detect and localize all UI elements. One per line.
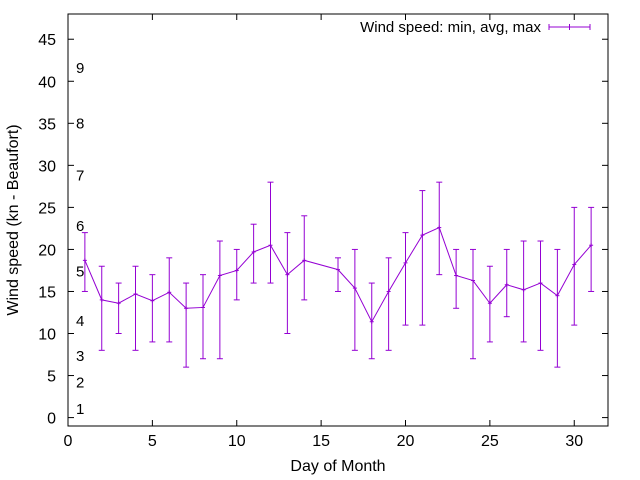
legend-key: [548, 24, 591, 30]
plot-frame: [67, 13, 609, 427]
x-tick-label: 0: [64, 433, 73, 450]
beaufort-label: 6: [76, 218, 84, 235]
x-tick-label: 5: [148, 433, 157, 450]
beaufort-label: 3: [76, 348, 84, 365]
y-tick-label: 30: [38, 158, 56, 175]
legend: Wind speed: min, avg, max: [360, 19, 591, 36]
x-axis-label: Day of Month: [290, 458, 385, 475]
y-tick-label: 25: [38, 200, 56, 217]
beaufort-label: 1: [76, 401, 84, 418]
y-tick-label: 20: [38, 242, 56, 259]
y-tick-label: 45: [38, 32, 56, 49]
x-tick-label: 15: [312, 433, 330, 450]
beaufort-label: 4: [76, 313, 84, 330]
y-tick-label: 35: [38, 116, 56, 133]
x-tick-label: 10: [228, 433, 246, 450]
series-line: [84, 226, 592, 323]
beaufort-label: 8: [76, 115, 84, 132]
beaufort-label: 7: [76, 167, 84, 184]
beaufort-label: 2: [76, 374, 84, 391]
x-tick-label: 20: [397, 433, 415, 450]
beaufort-label: 5: [76, 263, 84, 280]
y-tick-label: 10: [38, 327, 56, 344]
y-tick-label: 5: [47, 369, 56, 386]
legend-label: Wind speed: min, avg, max: [360, 19, 541, 36]
beaufort-label: 9: [76, 60, 84, 77]
y-tick-label: 15: [38, 284, 56, 301]
y-tick-label: 0: [47, 411, 56, 428]
y-tick-label: 40: [38, 74, 56, 91]
x-tick-label: 25: [481, 433, 499, 450]
series-layer: [81, 181, 595, 368]
y-axis-label: Wind speed (kn - Beaufort): [5, 124, 22, 315]
x-tick-label: 30: [565, 433, 583, 450]
beaufort-scale: 1 2 3 4 5 6 7 8 9: [76, 60, 84, 418]
